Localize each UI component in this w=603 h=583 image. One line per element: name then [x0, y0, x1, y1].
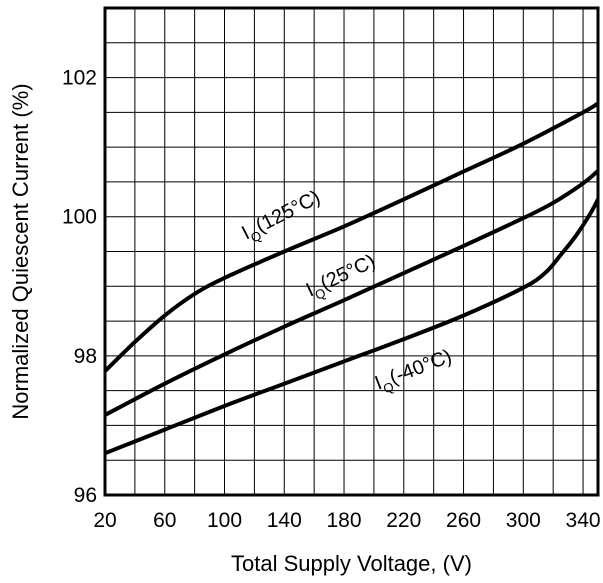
x-tick-label: 220 — [386, 509, 421, 532]
x-tick-label: 260 — [446, 509, 481, 532]
y-tick-labels: 96 98 100 102 — [62, 67, 97, 507]
grid-lines — [105, 8, 598, 495]
x-tick-label: 140 — [267, 509, 302, 532]
plot-frame — [103, 6, 600, 497]
series-line-2 — [105, 197, 598, 456]
x-tick-label: 300 — [506, 509, 541, 532]
x-tick-labels: 20 60 100 140 180 220 260 300 340 — [93, 509, 600, 532]
series-line-0 — [105, 101, 598, 374]
series-labels: IQ(125°C)IQ(25°C)IQ(-40°C) — [238, 186, 455, 396]
x-tick-label: 340 — [566, 509, 601, 532]
x-axis-title: Total Supply Voltage, (V) — [231, 551, 472, 576]
y-tick-label: 102 — [62, 67, 97, 90]
y-axis-title: Normalized Quiescent Current (%) — [8, 83, 33, 419]
y-tick-label: 100 — [62, 206, 97, 229]
x-tick-label: 60 — [153, 509, 176, 532]
x-tick-label: 20 — [93, 509, 116, 532]
x-tick-label: 180 — [327, 509, 362, 532]
y-tick-label: 98 — [74, 345, 97, 368]
series-lines — [105, 101, 598, 456]
y-tick-label: 96 — [74, 484, 97, 507]
x-tick-label: 100 — [207, 509, 242, 532]
series-line-1 — [105, 168, 598, 417]
